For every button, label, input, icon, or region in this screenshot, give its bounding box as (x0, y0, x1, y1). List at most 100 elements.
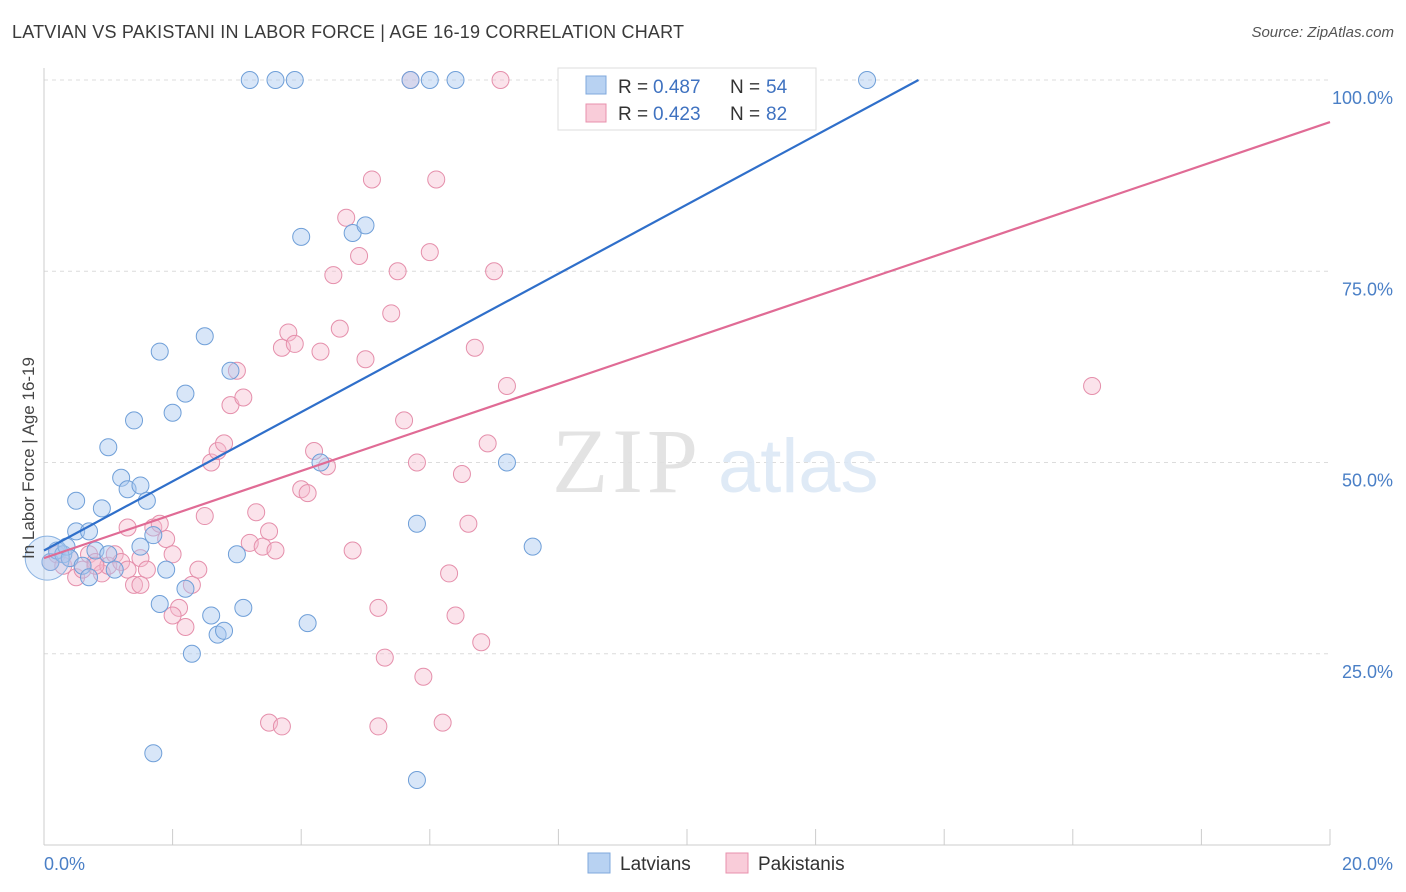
pakistanis-point-20 (170, 598, 189, 617)
latvians-point-16 (99, 438, 118, 457)
pakistanis-point-53 (382, 304, 401, 323)
pakistanis-point-46 (337, 208, 356, 227)
pakistanis-point-32 (247, 503, 266, 522)
pakistanis-point-65 (459, 514, 478, 533)
trend-lines (43, 79, 1331, 560)
pakistanis-point-38 (285, 334, 304, 353)
latvians-point-43 (176, 579, 195, 598)
bottom-legend-pakistanis: Pakistanis (758, 854, 845, 875)
y-axis-label: In Labor Force | Age 16-19 (19, 357, 38, 559)
latvians-point-50 (523, 537, 542, 556)
pakistanis-point-81 (86, 556, 105, 575)
latvians-trend-line (43, 79, 920, 552)
watermark: ZIP atlas (552, 410, 879, 512)
pakistanis-point-50 (362, 170, 381, 189)
pakistanis-point-54 (388, 262, 407, 281)
y-tick-label-3: 100.0% (1332, 88, 1393, 108)
pakistanis-point-24 (195, 507, 214, 526)
pakistanis-point-67 (472, 633, 491, 652)
pakistanis-point-48 (350, 246, 369, 265)
x-tick-label-0: 0.0% (44, 854, 85, 874)
axes (43, 68, 1331, 846)
latvians-point-17 (125, 411, 144, 430)
latvians-point-14 (112, 468, 131, 487)
latvians-point-26 (182, 644, 201, 663)
pakistanis-point-13 (125, 575, 144, 594)
legend-r-label-2: R = (618, 104, 648, 125)
latvians-point-44 (144, 744, 163, 763)
latvians-point-37 (292, 227, 311, 246)
latvians-point-32 (227, 545, 246, 564)
x-tick-labels: 0.0% 20.0% (44, 854, 1393, 874)
legend-n-label-2: N = (730, 104, 760, 125)
latvians-point-49 (497, 453, 516, 472)
latvians-point-52 (858, 71, 877, 89)
pakistanis-point-66 (465, 338, 484, 357)
latvians-point-47 (407, 514, 426, 533)
pakistanis-point-71 (497, 377, 516, 395)
pakistanis-point-73 (131, 575, 150, 594)
latvians-point-19 (131, 476, 150, 495)
latvians-point-42 (150, 595, 169, 614)
y-tick-labels: 25.0% 50.0% 75.0% 100.0% (1332, 88, 1393, 682)
latvians-point-28 (202, 606, 221, 625)
pakistanis-point-30 (234, 388, 253, 407)
latvians-point-23 (157, 560, 176, 579)
latvians-point-9 (92, 499, 111, 518)
pakistanis-point-42 (311, 342, 330, 361)
pakistanis-point-52 (375, 648, 394, 667)
chart-title: LATVIAN VS PAKISTANI IN LABOR FORCE | AG… (12, 22, 685, 42)
legend-swatch-latvians (585, 75, 607, 95)
latvians-point-6 (73, 556, 92, 575)
y-tick-label-2: 75.0% (1342, 279, 1393, 299)
latvians-point-46 (420, 71, 439, 89)
pakistanis-point-80 (1083, 377, 1102, 395)
pakistanis-point-49 (356, 350, 375, 369)
pakistanis-point-21 (176, 617, 195, 636)
legend-n-value-1: 54 (766, 77, 788, 98)
latvians-point-48 (446, 71, 465, 89)
latvians-point-31 (221, 361, 240, 380)
legend-r-value-2: 0.423 (653, 104, 701, 125)
pakistanis-points (41, 71, 1102, 736)
pakistanis-point-64 (452, 464, 471, 483)
latvians-point-36 (285, 71, 304, 89)
bottom-swatch-pakistanis (725, 852, 749, 874)
source-label: Source: ZipAtlas.com (1251, 24, 1394, 41)
pakistanis-point-44 (324, 266, 343, 285)
watermark-atlas: atlas (718, 424, 879, 509)
pakistanis-point-63 (446, 606, 465, 625)
pakistanis-point-51 (369, 598, 388, 617)
pakistanis-point-37 (279, 323, 298, 342)
pakistanis-point-23 (189, 560, 208, 579)
pakistanis-point-29 (227, 361, 246, 380)
legend-r-label-1: R = (618, 77, 648, 98)
pakistanis-point-40 (298, 484, 317, 503)
pakistanis-point-60 (427, 170, 446, 189)
pakistanis-point-58 (414, 667, 433, 686)
latvians-point-33 (234, 598, 253, 617)
pakistanis-point-70 (491, 71, 510, 89)
latvians-point-38 (298, 614, 317, 633)
watermark-zip: ZIP (552, 410, 702, 512)
latvians-point-35 (266, 71, 285, 89)
pakistanis-point-74 (163, 606, 182, 625)
latvians-point-10 (67, 491, 86, 510)
latvians-points (24, 71, 877, 789)
latvians-point-27 (195, 327, 214, 346)
pakistanis-point-47 (343, 541, 362, 560)
pakistanis-point-76 (272, 717, 291, 736)
pakistanis-point-59 (420, 243, 439, 262)
pakistanis-point-62 (440, 564, 459, 583)
pakistanis-point-15 (137, 560, 156, 579)
pakistanis-point-4 (67, 568, 86, 587)
latvians-point-21 (144, 526, 163, 545)
latvians-point-12 (99, 545, 118, 564)
latvians-point-25 (176, 384, 195, 403)
legend-n-value-2: 82 (766, 104, 787, 125)
legend-r-value-1: 0.487 (653, 77, 701, 98)
pakistanis-point-61 (433, 713, 452, 732)
pakistanis-point-69 (485, 262, 504, 281)
latvians-point-18 (131, 537, 150, 556)
